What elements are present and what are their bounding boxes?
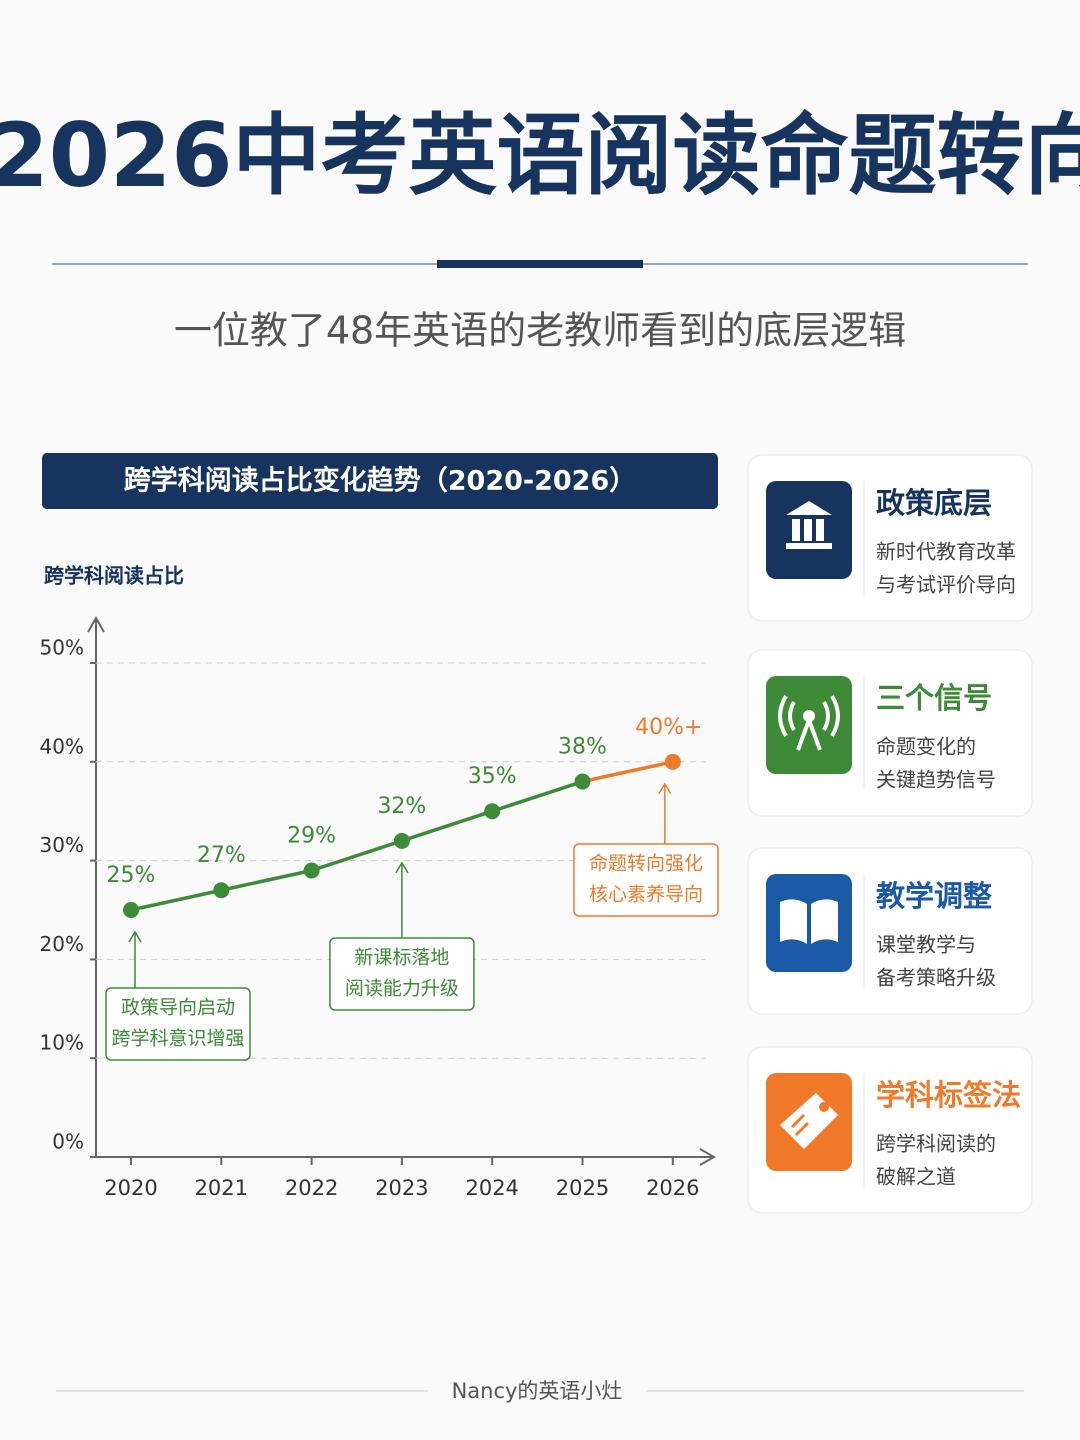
chart-title: 跨学科阅读占比变化趋势（2020-2026）	[124, 465, 637, 497]
card-text: 新时代教育改革	[876, 540, 1016, 564]
icon	[816, 519, 824, 541]
data-label: 35%	[468, 764, 517, 789]
data-point	[664, 753, 681, 770]
icon	[780, 899, 838, 944]
annotation-text: 阅读能力升级	[345, 978, 459, 1000]
x-tick-label: 2026	[646, 1176, 699, 1200]
line-segment	[582, 760, 674, 784]
annotation-arrowhead	[395, 861, 409, 874]
icon	[790, 1113, 810, 1137]
y-tick-label: 40%	[40, 734, 84, 758]
annotation-box	[573, 843, 719, 917]
subtitle: 一位教了48年英语的老教师看到的底层逻辑	[174, 309, 906, 353]
icon	[819, 1102, 829, 1112]
icon	[786, 501, 832, 515]
data-label: 40%+	[635, 715, 702, 740]
card-text: 破解之道	[876, 1165, 956, 1189]
x-axis-arrow	[699, 1148, 717, 1166]
chart-title-bar	[42, 453, 718, 509]
title: 2026中考英语阅读命题转向	[0, 104, 1080, 207]
annotation-arrowhead	[658, 782, 672, 795]
x-tick-label: 2020	[104, 1176, 157, 1200]
annotation-text: 跨学科意识增强	[111, 1028, 244, 1050]
data-point	[574, 773, 591, 790]
data-label: 25%	[107, 863, 156, 888]
annotation-box	[329, 937, 475, 1011]
annotation-text: 新课标落地	[354, 947, 449, 969]
line-segment	[311, 839, 403, 873]
icon	[803, 710, 815, 722]
line-segment	[401, 809, 493, 843]
x-tick-label: 2023	[375, 1176, 428, 1200]
data-label: 29%	[287, 823, 336, 848]
data-point	[303, 862, 320, 879]
x-tick-label: 2024	[465, 1176, 518, 1200]
annotation-text: 核心素养导向	[589, 884, 703, 906]
card-text: 命题变化的	[876, 735, 976, 759]
line-segment	[220, 868, 312, 892]
y-axis-label: 跨学科阅读占比	[44, 564, 184, 588]
icon	[786, 543, 832, 549]
annotation-arrowhead	[128, 930, 142, 943]
x-tick-label: 2025	[556, 1176, 609, 1200]
line-segment	[491, 779, 584, 813]
card-text: 关键趋势信号	[876, 768, 996, 792]
data-label: 38%	[558, 735, 607, 760]
y-tick-label: 20%	[40, 932, 84, 956]
data-point	[123, 902, 139, 918]
icon	[804, 519, 812, 541]
data-point	[484, 803, 501, 820]
data-point	[393, 832, 410, 849]
x-tick-label: 2021	[195, 1176, 248, 1200]
card-title: 教学调整	[876, 879, 992, 913]
y-tick-label: 30%	[40, 833, 84, 857]
line-segment	[130, 888, 222, 912]
y-axis-arrow	[87, 615, 105, 633]
card-icon-bg	[766, 874, 852, 972]
y-tick-label: 10%	[40, 1031, 84, 1055]
divider-accent	[437, 260, 643, 268]
card-text: 与考试评价导向	[876, 573, 1016, 597]
annotation-box	[105, 987, 251, 1061]
card-title: 政策底层	[876, 486, 992, 520]
card-title: 三个信号	[876, 681, 992, 715]
data-label: 27%	[197, 843, 246, 868]
x-tick-label: 2022	[285, 1176, 338, 1200]
card-text: 课堂教学与	[876, 933, 976, 957]
icon	[792, 519, 800, 541]
y-tick-label: 0%	[52, 1130, 84, 1154]
footer: Nancy的英语小灶	[452, 1379, 623, 1403]
data-label: 32%	[377, 794, 426, 819]
data-point	[213, 882, 230, 899]
card-text: 备考策略升级	[876, 966, 996, 990]
card-title: 学科标签法	[876, 1078, 1021, 1112]
annotation-text: 命题转向强化	[589, 853, 703, 875]
annotation-text: 政策导向启动	[121, 997, 235, 1019]
y-tick-label: 50%	[40, 636, 84, 660]
icon	[778, 694, 840, 751]
card-text: 跨学科阅读的	[876, 1132, 996, 1156]
